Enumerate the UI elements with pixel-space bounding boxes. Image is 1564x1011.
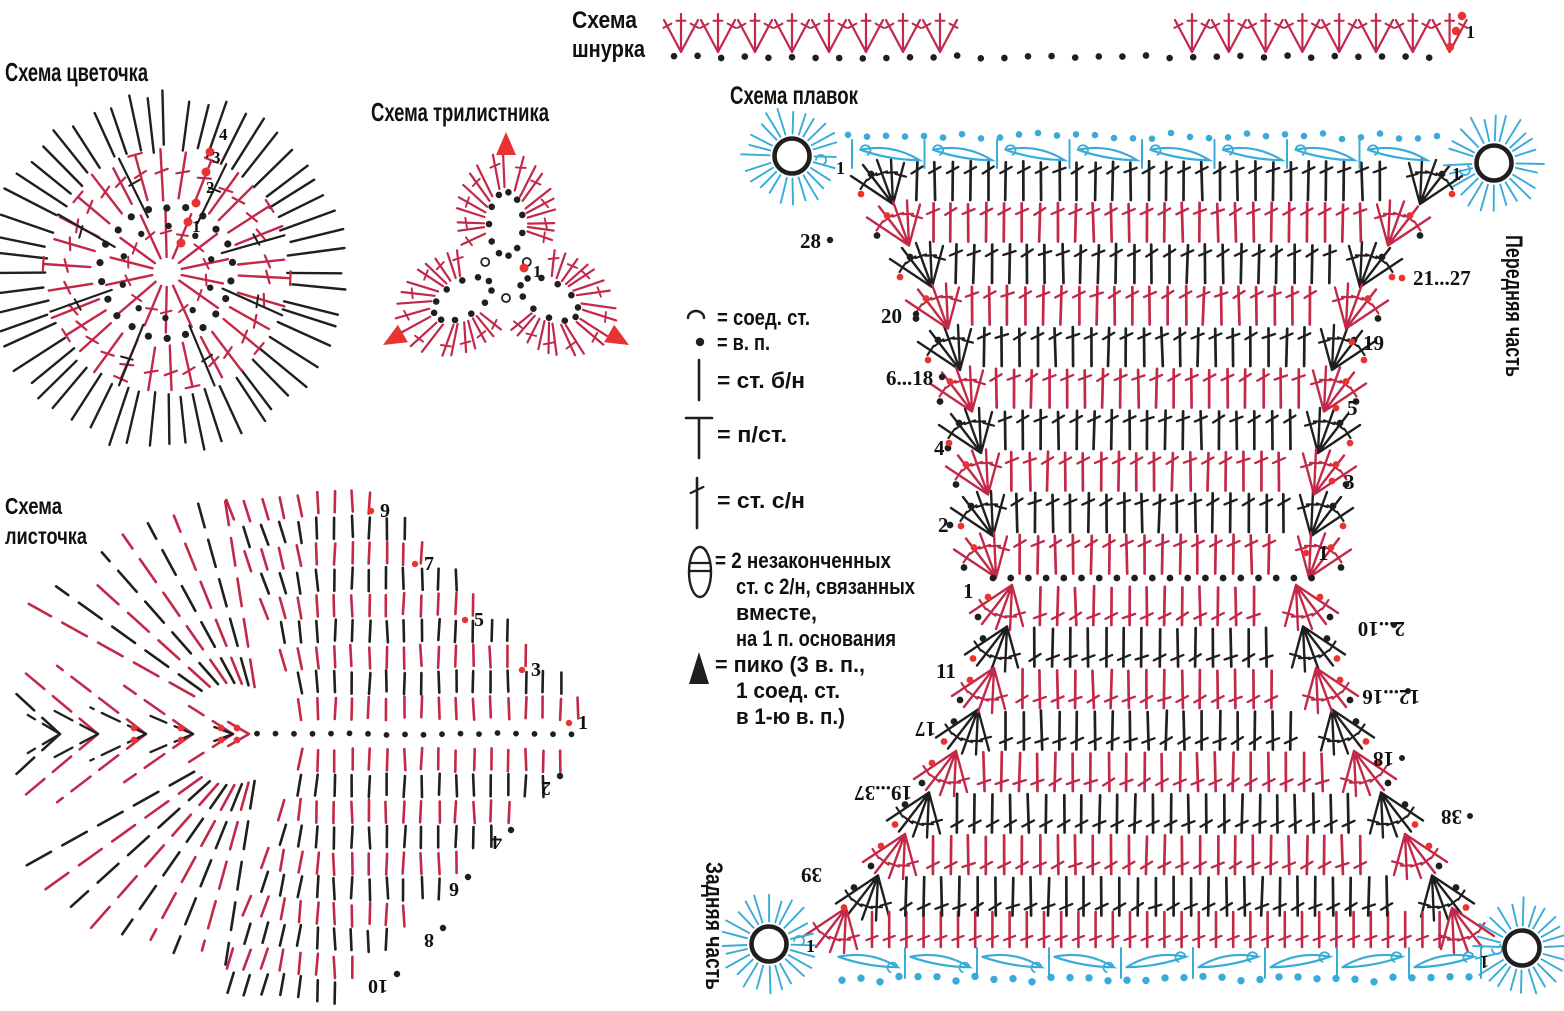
svg-text:Схема цветочка: Схема цветочка — [5, 57, 148, 87]
svg-text:= п/ст.: = п/ст. — [717, 422, 787, 447]
svg-text:7: 7 — [424, 553, 434, 575]
svg-text:1: 1 — [192, 217, 201, 236]
svg-text:4: 4 — [492, 831, 502, 853]
svg-text:8: 8 — [424, 929, 434, 951]
svg-text:1: 1 — [1318, 541, 1329, 565]
svg-text:9: 9 — [380, 500, 390, 522]
svg-text:5: 5 — [474, 609, 484, 631]
svg-text:10: 10 — [368, 975, 388, 997]
svg-text:2: 2 — [206, 178, 215, 197]
svg-text:1: 1 — [836, 158, 845, 178]
svg-text:1: 1 — [533, 262, 542, 281]
svg-text:шнурка: шнурка — [572, 36, 646, 63]
svg-text:1: 1 — [1480, 952, 1489, 972]
svg-text:= пико (3 в. п.,: = пико (3 в. п., — [715, 652, 865, 677]
svg-text:5: 5 — [1347, 396, 1358, 420]
svg-text:38: 38 — [1441, 805, 1462, 829]
svg-text:1: 1 — [1466, 22, 1475, 42]
svg-text:= 2 незаконченных: = 2 незаконченных — [715, 548, 892, 573]
svg-text:= ст. б/н: = ст. б/н — [717, 368, 805, 393]
svg-text:2: 2 — [541, 777, 551, 799]
svg-text:Схема: Схема — [572, 7, 638, 34]
svg-text:2...10: 2...10 — [1358, 617, 1405, 641]
svg-text:18: 18 — [1373, 747, 1394, 771]
svg-text:= в. п.: = в. п. — [717, 330, 770, 355]
svg-text:3: 3 — [1344, 470, 1355, 494]
svg-text:17: 17 — [915, 717, 936, 741]
svg-text:листочка: листочка — [5, 523, 87, 549]
svg-text:20: 20 — [881, 304, 902, 328]
svg-text:1 соед. ст.: 1 соед. ст. — [736, 678, 840, 703]
svg-text:6: 6 — [449, 878, 459, 900]
svg-text:Схема плавок: Схема плавок — [730, 82, 858, 110]
svg-text:1: 1 — [806, 936, 815, 956]
svg-text:39: 39 — [801, 863, 822, 887]
svg-text:11: 11 — [936, 659, 956, 683]
svg-text:19...37: 19...37 — [854, 781, 912, 805]
svg-text:на 1 п. основания: на 1 п. основания — [736, 626, 896, 651]
svg-text:Передняя часть: Передняя часть — [1500, 235, 1527, 377]
svg-text:ст. с 2/н, связанных: ст. с 2/н, связанных — [736, 574, 916, 599]
svg-text:12...16: 12...16 — [1362, 685, 1420, 709]
svg-text:Задняя часть: Задняя часть — [700, 862, 727, 990]
svg-text:3: 3 — [531, 659, 541, 681]
svg-text:Схема: Схема — [5, 493, 62, 519]
svg-text:2: 2 — [938, 513, 949, 537]
svg-text:= ст. с/н: = ст. с/н — [717, 488, 805, 513]
svg-text:21...27: 21...27 — [1413, 266, 1471, 290]
svg-text:1: 1 — [578, 712, 588, 734]
svg-text:1: 1 — [1452, 164, 1461, 184]
svg-text:4: 4 — [219, 125, 228, 144]
svg-text:1: 1 — [963, 579, 974, 603]
svg-text:4: 4 — [934, 436, 945, 460]
svg-text:вместе,: вместе, — [736, 600, 817, 625]
svg-text:в 1-ю в. п.): в 1-ю в. п.) — [736, 704, 845, 729]
svg-text:Схема трилистника: Схема трилистника — [371, 97, 549, 127]
svg-text:= соед. ст.: = соед. ст. — [717, 305, 810, 330]
svg-text:19: 19 — [1363, 331, 1384, 355]
svg-text:28: 28 — [800, 229, 821, 253]
svg-text:6...18: 6...18 — [886, 366, 933, 390]
svg-text:3: 3 — [212, 148, 221, 167]
